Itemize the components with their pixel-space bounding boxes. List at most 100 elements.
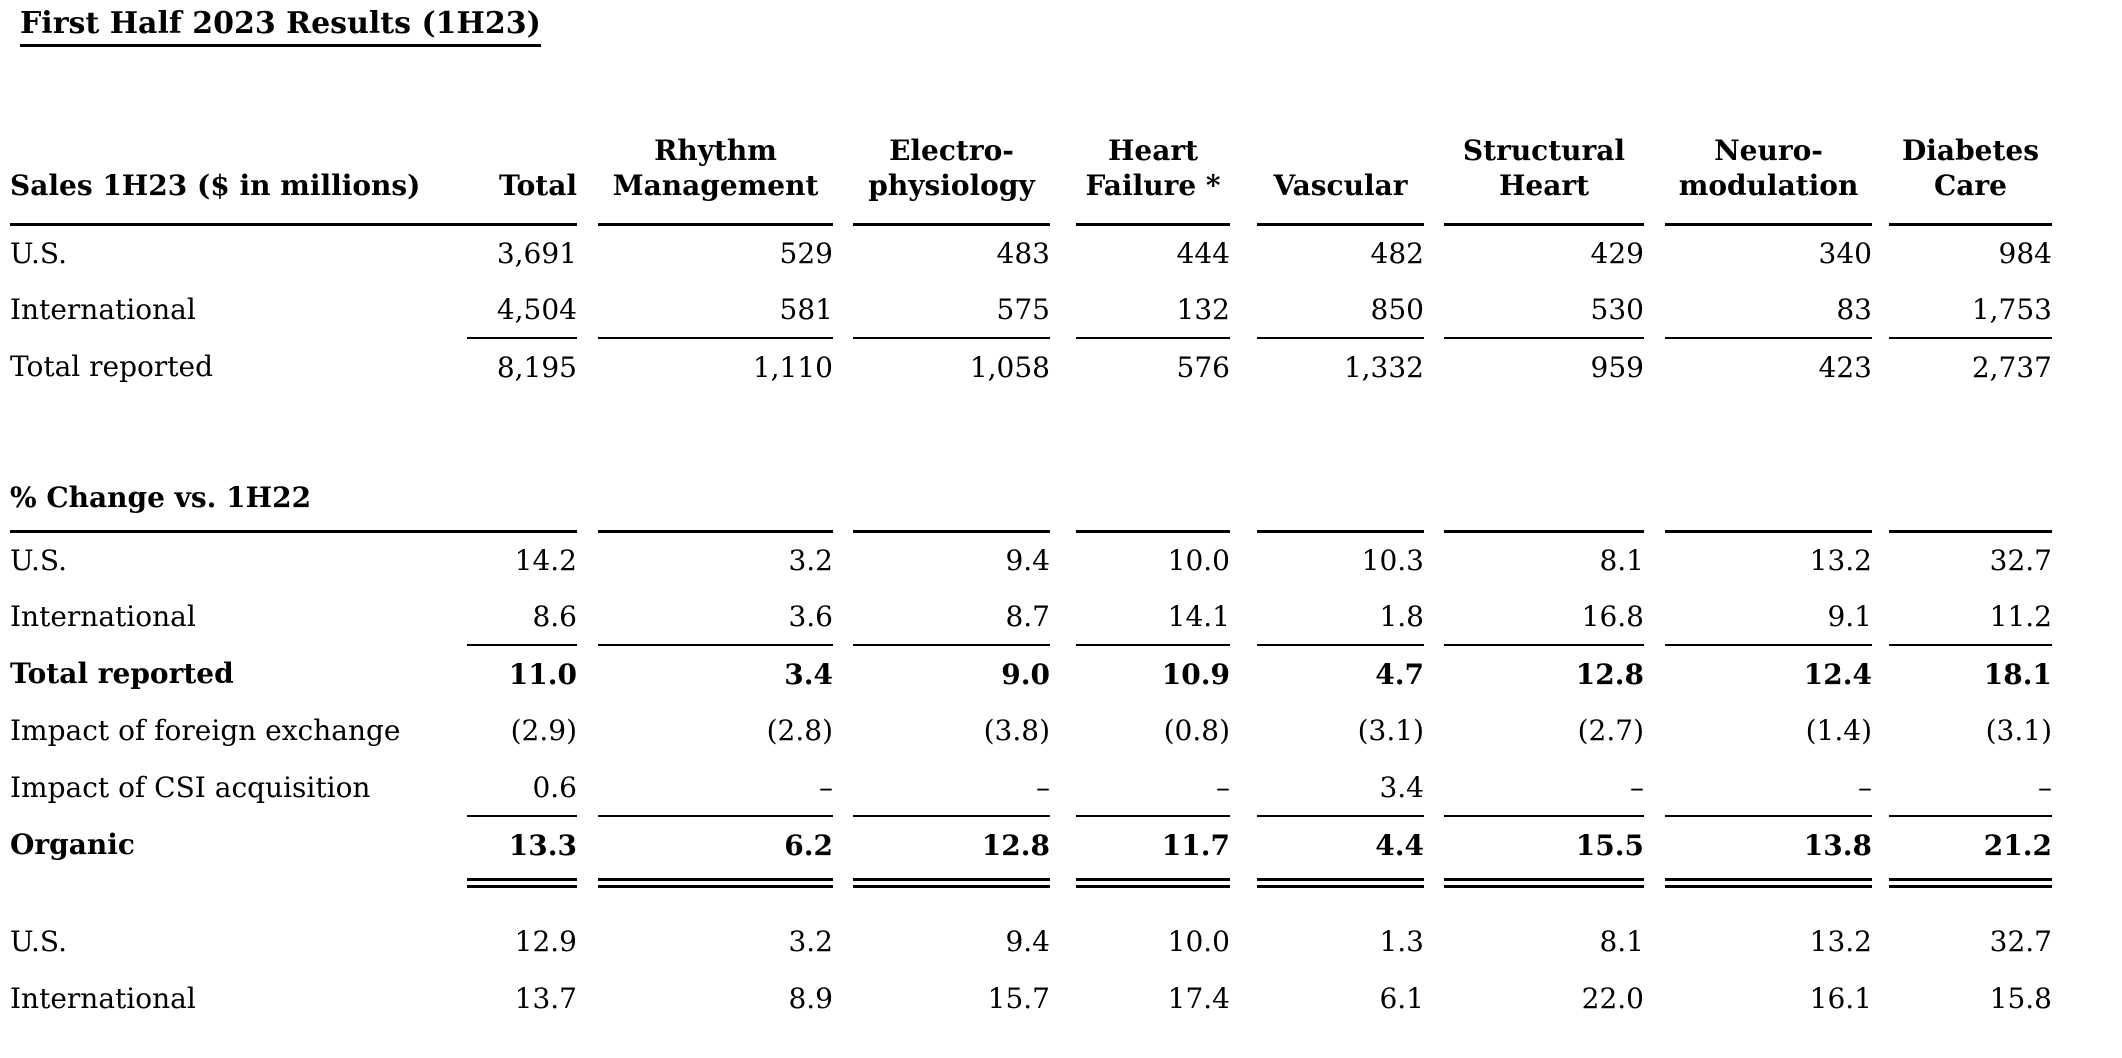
- empty-cell: [1076, 465, 1230, 533]
- spacer-cell: [1050, 816, 1076, 873]
- column-header-line: Rhythm: [654, 133, 777, 167]
- cell-value: 4.7: [1375, 657, 1424, 691]
- cell-value: 1,753: [1889, 281, 2052, 339]
- spacer-cell: [1644, 913, 1665, 970]
- spacer-cell: [577, 58, 598, 224]
- spacer-cell: [1050, 588, 1076, 645]
- cell-value: 3.6: [598, 588, 833, 646]
- spacer-row-cell: [10, 883, 2052, 913]
- cell-value: 13.3: [508, 828, 577, 862]
- cell-value: 959: [1590, 350, 1644, 384]
- cell-value: 8.1: [1599, 543, 1644, 577]
- column-header-line: Management: [612, 168, 819, 202]
- column-header-line: Electro-: [889, 133, 1014, 167]
- cell-value: 18.1: [1983, 657, 2052, 691]
- spacer-cell: [1644, 645, 1665, 702]
- empty-cell: [1889, 465, 2052, 533]
- spacer-cell: [577, 873, 598, 883]
- column-header-line: modulation: [1678, 168, 1859, 202]
- spacer-cell: [1872, 281, 1889, 338]
- spacer-cell: [1424, 816, 1444, 873]
- double-rule-cell: [853, 873, 1050, 888]
- spacer-cell: [1644, 816, 1665, 873]
- column-header: Rhythm Management: [598, 58, 833, 226]
- cell-value: 3.4: [784, 657, 833, 691]
- table-header: Sales 1H23 ($ in millions) Total Rhythm Man…: [10, 58, 2052, 226]
- spacer-cell: [577, 531, 598, 588]
- row-label: U.S.: [10, 925, 68, 958]
- cell-value: 984: [1998, 236, 2052, 270]
- spacer-cell: [1050, 58, 1076, 224]
- cell-value: 6.1: [1379, 982, 1424, 1015]
- empty-cell: [1257, 465, 1424, 533]
- table-row: Organic 13.3 6.2 12.8 11.7 4.4 15.5 13.8 21.2: [10, 816, 2052, 873]
- cell-value: 429: [1590, 236, 1644, 270]
- spacer-cell: [1872, 465, 1889, 531]
- cell-value: –: [853, 759, 1050, 817]
- column-header-line: Care: [1934, 168, 2007, 202]
- cell-value: 15.8: [1989, 982, 2052, 1015]
- spacer-row: [10, 883, 2052, 913]
- page-title-text: First Half 2023 Results (1H23): [20, 6, 541, 47]
- cell-value: 3.2: [788, 925, 833, 958]
- cell-value: –: [598, 759, 833, 817]
- column-header: Total: [467, 58, 577, 226]
- cell-value: 9.4: [1005, 543, 1050, 577]
- spacer-cell: [1644, 873, 1665, 883]
- empty-cell: [1444, 465, 1644, 533]
- cell-value: 13.8: [1803, 828, 1872, 862]
- spacer-cell: [1644, 588, 1665, 645]
- spacer-cell: [1230, 224, 1257, 281]
- cell-value: 13.2: [1809, 543, 1872, 577]
- double-rule-cell: [1889, 873, 2052, 888]
- spacer-cell: [1050, 338, 1076, 395]
- cell-value: –: [1665, 759, 1872, 817]
- cell-value: 1.8: [1257, 588, 1424, 646]
- cell-value: 11.2: [1889, 588, 2052, 646]
- spacer-cell: [1644, 465, 1665, 531]
- spacer-cell: [1424, 465, 1444, 531]
- spacer-cell: [1872, 970, 1889, 1027]
- spacer-cell: [1230, 702, 1257, 759]
- cell-value: 12.4: [1803, 657, 1872, 691]
- double-rule-cell: [467, 873, 577, 888]
- cell-value: 21.2: [1983, 828, 2052, 862]
- spacer-cell: [1230, 531, 1257, 588]
- cell-value: 575: [853, 281, 1050, 339]
- table-row: International 8.6 3.6 8.7 14.1 1.8 16.8 9.1 11.2: [10, 588, 2052, 646]
- column-header-line: Failure *: [1085, 168, 1221, 202]
- spacer-row-cell: [10, 395, 2052, 465]
- column-header: Neuro-modulation: [1665, 58, 1872, 226]
- column-header-line: Neuro-: [1714, 133, 1823, 167]
- empty-cell: [853, 465, 1050, 533]
- spacer-cell: [833, 645, 853, 702]
- spacer-cell: [1230, 913, 1257, 970]
- column-header-line: Total: [498, 168, 577, 202]
- spacer-cell: [1050, 873, 1076, 883]
- cell-value: 9.4: [1005, 925, 1050, 958]
- spacer-cell: [1424, 588, 1444, 645]
- cell-value: (2.9): [510, 714, 577, 747]
- spacer-cell: [1424, 702, 1444, 759]
- spacer-cell: [1644, 338, 1665, 395]
- cell-value: 12.8: [981, 828, 1050, 862]
- spacer-cell: [833, 224, 853, 281]
- spacer-cell: [1424, 531, 1444, 588]
- table-row: International 4,504 581 575 132 850 530 83 1,753: [10, 281, 2052, 339]
- table-row: Impact of foreign exchange (2.9) (2.8) (3.8…: [10, 702, 2052, 759]
- spacer-cell: [1424, 645, 1444, 702]
- spacer-cell: [577, 281, 598, 338]
- row-label: Organic: [10, 828, 135, 861]
- cell-value: 22.0: [1581, 982, 1644, 1015]
- row-label: U.S.: [10, 236, 68, 270]
- cell-value: 423: [1818, 350, 1872, 384]
- spacer-cell: [577, 645, 598, 702]
- spacer-cell: [1050, 531, 1076, 588]
- spacer-cell: [1644, 58, 1665, 224]
- double-rule-cell: [1257, 873, 1424, 888]
- spacer-cell: [1230, 759, 1257, 816]
- column-header-line: Heart: [1107, 133, 1199, 167]
- spacer-cell: [577, 702, 598, 759]
- cell-value: 14.2: [514, 543, 577, 577]
- double-rule-cell: [1076, 873, 1230, 888]
